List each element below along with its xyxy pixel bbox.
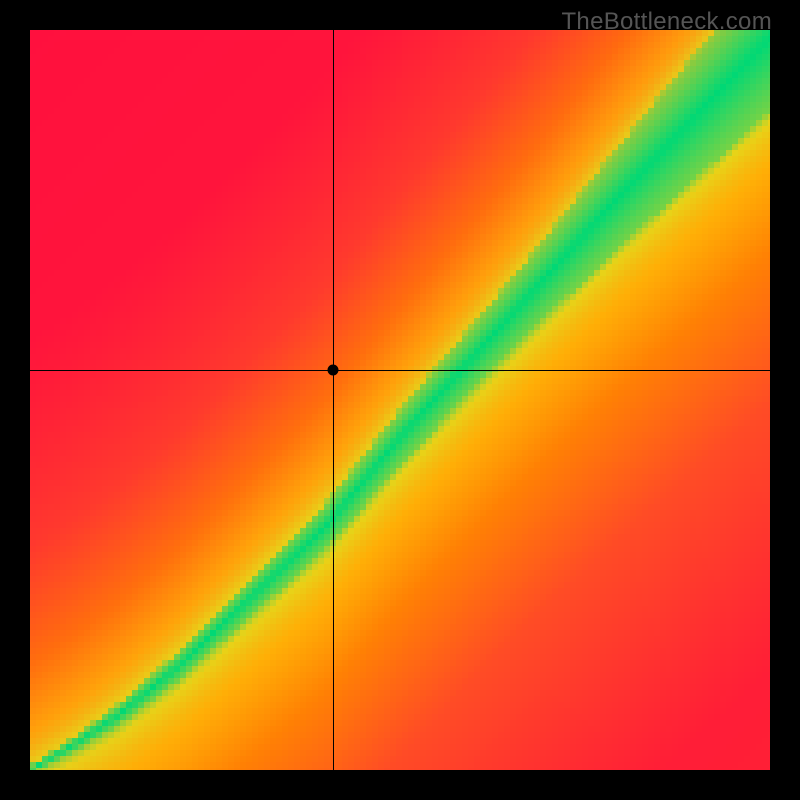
bottleneck-heatmap [30, 30, 770, 770]
crosshair-horizontal [30, 370, 770, 372]
selection-marker [328, 365, 339, 376]
crosshair-vertical [333, 30, 335, 770]
heatmap-canvas [30, 30, 770, 770]
watermark-text: TheBottleneck.com [561, 8, 772, 36]
